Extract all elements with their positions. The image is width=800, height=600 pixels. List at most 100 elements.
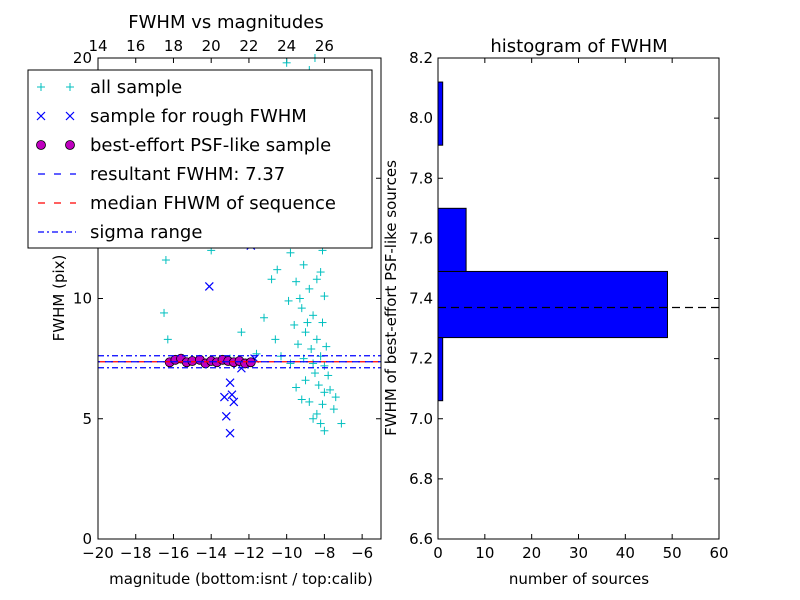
right-y-tick-labels: 6.6 6.8 7.0 7.2 7.4 7.6 7.8 8.0 8.2	[409, 49, 433, 548]
series-0-point	[160, 308, 169, 317]
left-top-tick-label: 24	[277, 37, 296, 55]
series-0-point	[307, 345, 316, 354]
series-0-point	[286, 248, 295, 257]
series-0-point	[297, 395, 306, 404]
series-0-point	[320, 292, 329, 301]
series-0-point	[301, 376, 310, 385]
left-x-tick-label: −16	[158, 544, 190, 562]
series-0-point	[299, 260, 308, 269]
series-0-point	[312, 275, 321, 284]
series-0-point	[290, 320, 299, 329]
right-y-axis-label: FWHM of best-effort PSF-like sources	[382, 160, 400, 436]
series-1-point	[204, 282, 214, 291]
legend-marker-b	[65, 111, 75, 121]
series-1-point	[225, 378, 235, 388]
series-1-point-b	[229, 397, 239, 407]
left-scatter-plot: −20 −18 −16 −14 −12 −10 −8 −6 14 16 18 20 22 24 26 0 5…	[27, 12, 382, 588]
series-0-point	[329, 405, 338, 414]
series-0-point	[297, 304, 306, 313]
series-0-point	[161, 256, 170, 265]
left-top-tick-labels: 14 16 18 20 22 24 26	[88, 37, 333, 55]
series-1-point-b	[221, 411, 231, 421]
legend-label: median FHWM of sequence	[90, 193, 336, 214]
right-x-tick-label: 0	[433, 544, 443, 562]
left-x-tick-label: −6	[351, 544, 373, 562]
legend-items: all sample sample for rough FWHM best-effo…	[36, 77, 336, 243]
series-0-point	[293, 340, 302, 349]
series-1-point-b	[225, 428, 235, 438]
right-x-tick-label: 20	[522, 544, 541, 562]
legend-label: best-effort PSF-like sample	[90, 135, 331, 156]
series-0-point	[260, 313, 269, 322]
series-0-point	[337, 419, 346, 428]
legend-label: resultant FWHM: 7.37	[90, 164, 285, 185]
series-0-point	[305, 397, 314, 406]
left-top-tick-label: 20	[202, 37, 221, 55]
right-x-tick-labels: 0 10 20 30 40 50 60	[433, 544, 728, 562]
left-top-tick-label: 18	[164, 37, 183, 55]
left-x-tick-labels: −20 −18 −16 −14 −12 −10 −8 −6	[82, 544, 373, 562]
legend-box	[27, 69, 373, 249]
series-1-point	[227, 390, 237, 400]
right-x-tick-label: 30	[569, 544, 588, 562]
legend-item: all sample	[37, 77, 182, 98]
right-y-tick-label: 8.0	[409, 109, 433, 127]
series-0-point	[312, 335, 321, 344]
series-0-point	[301, 328, 310, 337]
series-0-point	[322, 342, 331, 351]
right-x-tick-label: 60	[709, 544, 728, 562]
left-x-axis-label: magnitude (bottom:isnt / top:calib)	[109, 570, 373, 588]
right-histogram-plot: 0 10 20 30 40 50 60 6.6 6.8 7.0 7.2 7.4 7.6 7.8 8.0 8.…	[382, 36, 729, 588]
series-0-point	[324, 371, 333, 380]
legend-marker	[65, 111, 75, 121]
series-0-point	[331, 393, 340, 402]
left-y-tick-label: 10	[73, 290, 92, 308]
right-x-axis-label: number of sources	[509, 570, 649, 588]
legend-marker	[36, 111, 46, 121]
right-x-tick-label: 10	[475, 544, 494, 562]
series-0-point	[303, 318, 312, 327]
left-top-tick-label: 16	[126, 37, 145, 55]
series-0-point	[292, 277, 301, 286]
right-x-tick-label: 40	[616, 544, 635, 562]
series-0-point	[320, 361, 329, 370]
right-chart-title: histogram of FWHM	[490, 36, 667, 57]
series-0-point	[312, 409, 321, 418]
series-1-point-b	[204, 282, 214, 291]
series-0-point	[318, 318, 327, 327]
left-y-axis-label: FWHM (pix)	[50, 255, 68, 342]
series-0-point	[271, 335, 280, 344]
series-0-point	[309, 311, 318, 320]
left-y-tick-label: 0	[82, 530, 92, 548]
right-y-tick-label: 6.6	[409, 530, 433, 548]
left-x-tick-label: −12	[233, 544, 265, 562]
legend-item: resultant FWHM: 7.37	[38, 164, 285, 185]
histogram-bar	[437, 270, 668, 339]
right-plot-frame	[437, 57, 720, 540]
legend-marker	[36, 140, 46, 150]
legend-item: best-effort PSF-like sample	[36, 135, 331, 156]
series-0-point	[310, 369, 319, 378]
left-x-tick-label: −20	[82, 544, 114, 562]
left-y-tick-label: 20	[73, 49, 92, 67]
left-top-tick-label: 14	[88, 37, 107, 55]
right-y-tick-label: 7.0	[409, 410, 433, 428]
right-y-tick-label: 7.2	[409, 350, 433, 368]
series-0-point	[320, 426, 329, 435]
series-0-point	[316, 268, 325, 277]
series-1-point	[229, 397, 239, 407]
right-y-tick-label: 6.8	[409, 470, 433, 488]
histogram-bar	[437, 207, 467, 272]
series-0-point	[318, 400, 327, 409]
legend-item: sample for rough FWHM	[36, 106, 307, 127]
legend-marker	[37, 83, 45, 91]
series-0-point	[286, 359, 295, 368]
right-y-tick-label: 8.2	[409, 49, 433, 67]
legend-label: sigma range	[90, 222, 202, 243]
series-1-point	[225, 428, 235, 438]
series-1-point	[219, 392, 229, 402]
legend-marker-b	[36, 111, 46, 121]
left-x-tick-label: −14	[195, 544, 227, 562]
series-0-point	[284, 296, 293, 305]
